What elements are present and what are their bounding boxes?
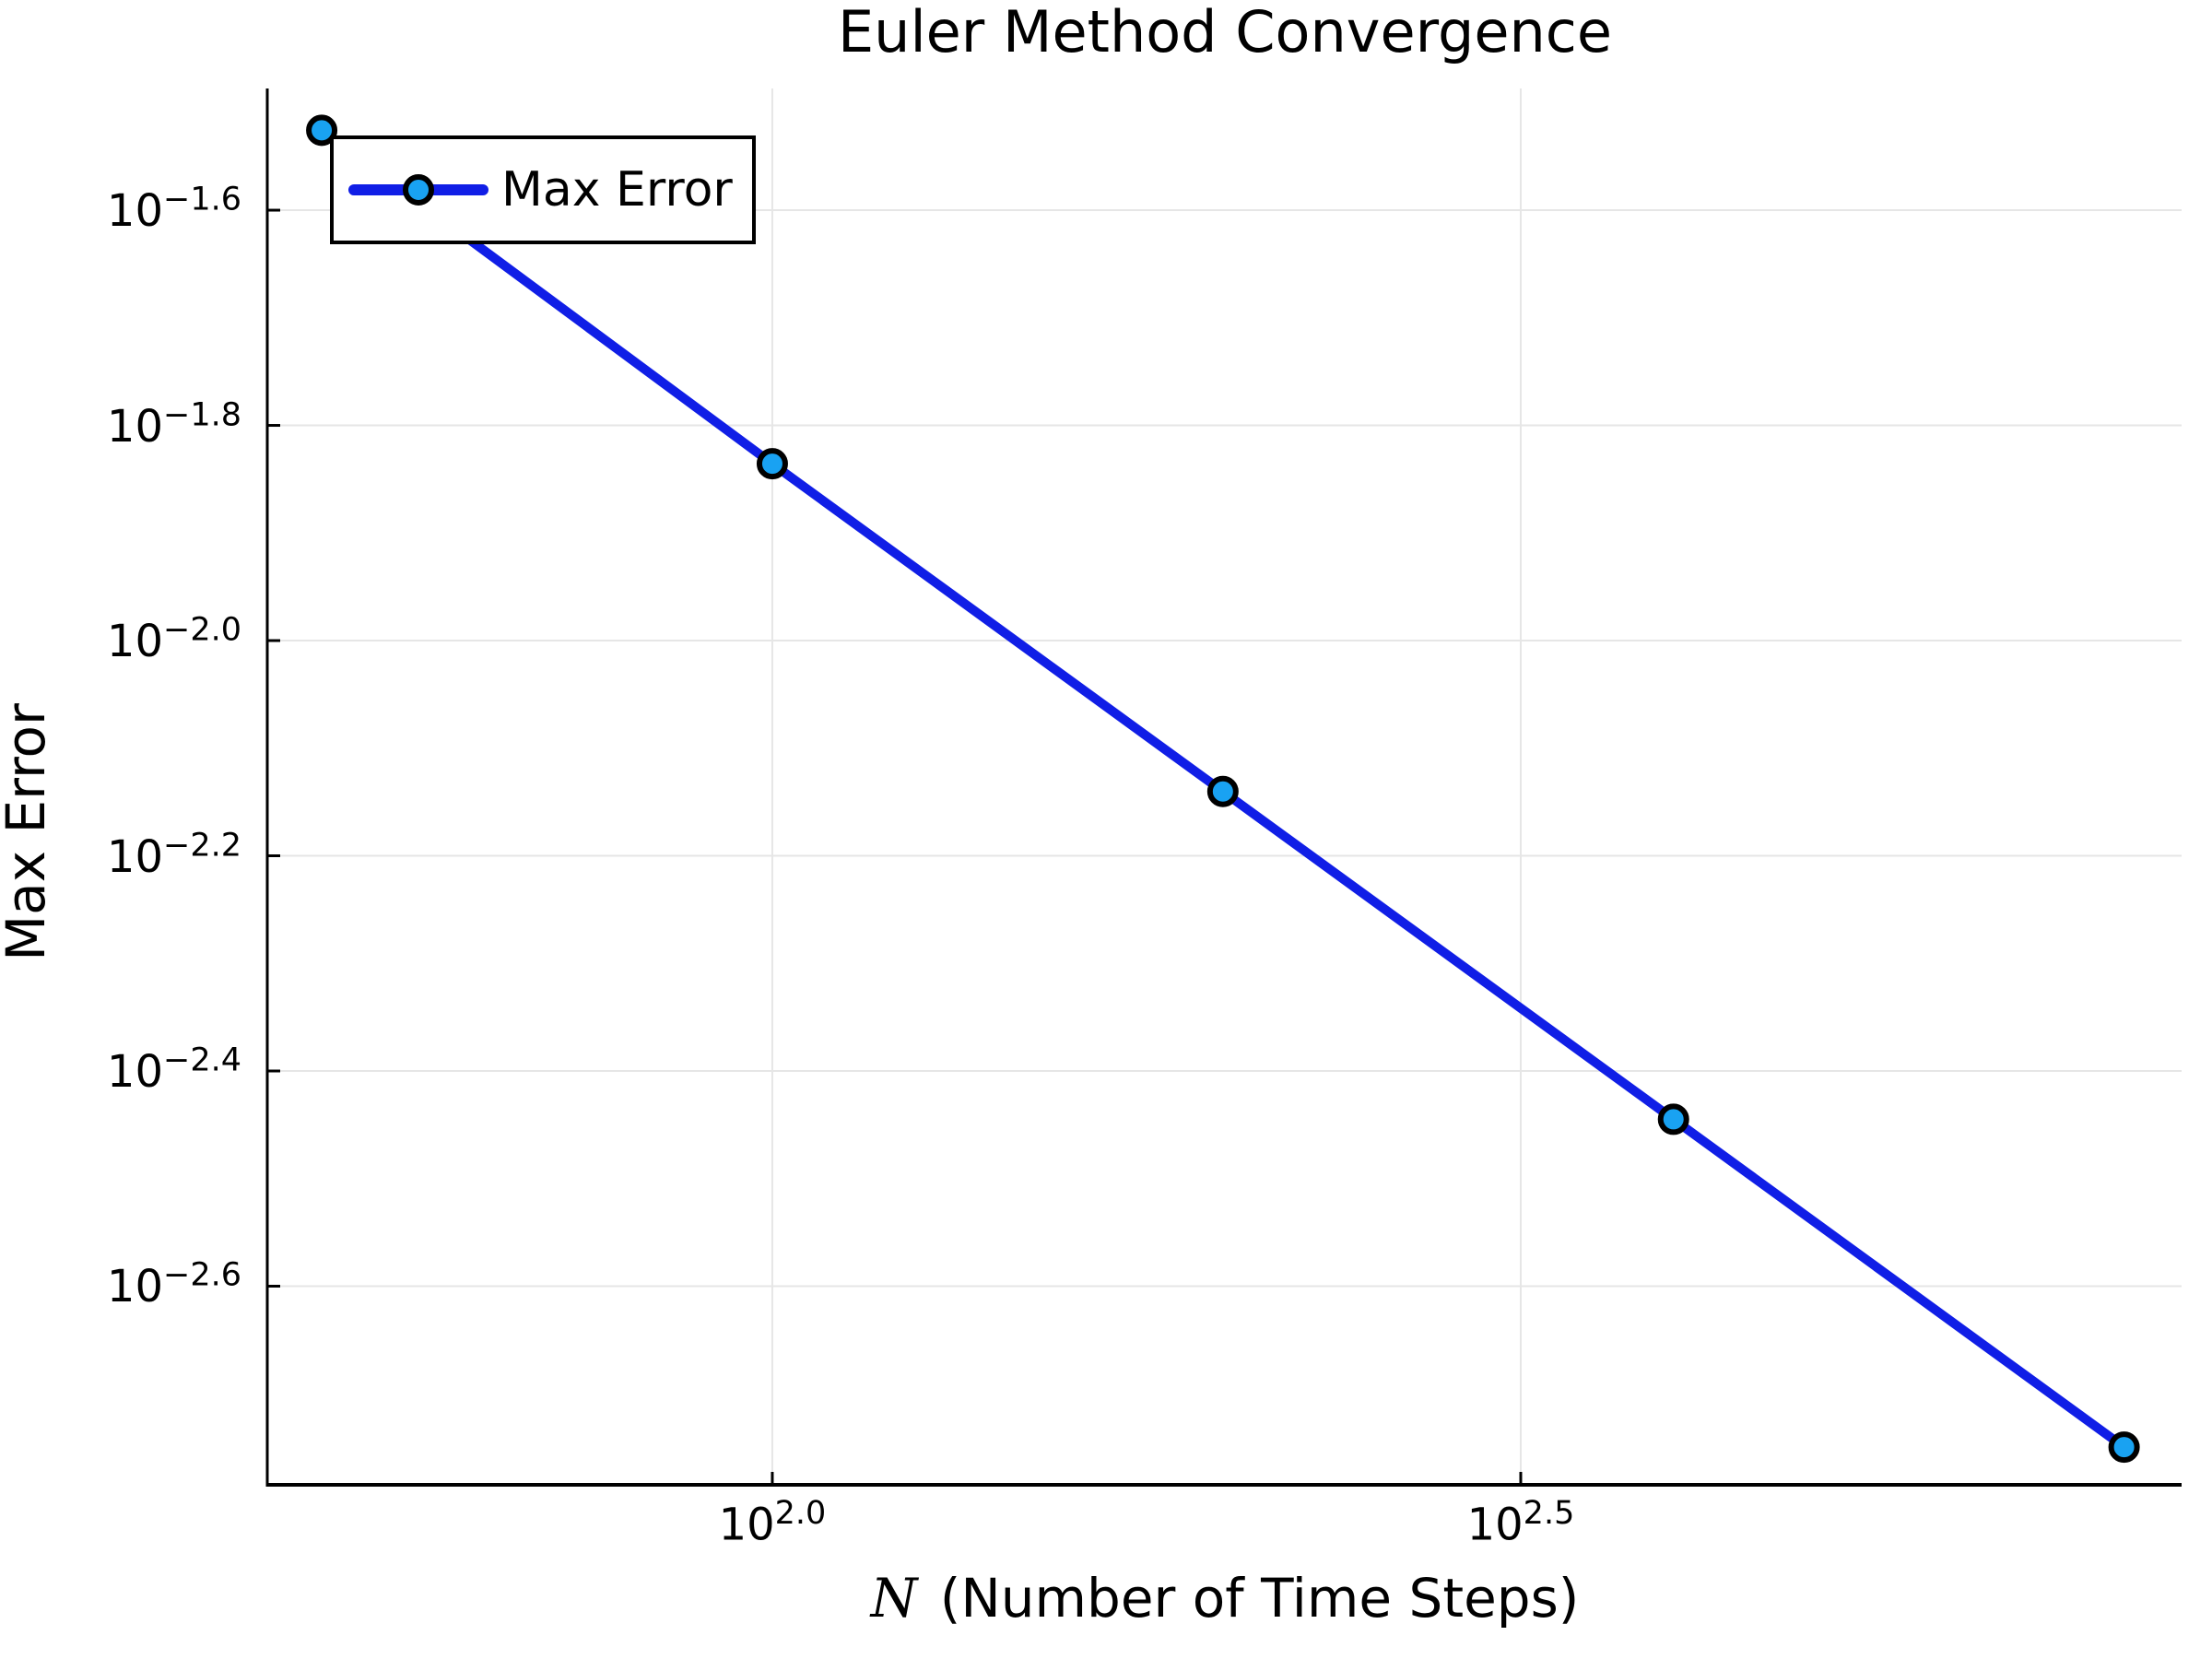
x-axis-label: N (Number of Time Steps) (267, 1567, 2183, 1630)
y-axis-label: Max Error (0, 703, 57, 961)
legend-marker-sample (403, 174, 434, 206)
legend: Max Error (330, 135, 756, 244)
x-axis-label-rest: (Number of Time Steps) (923, 1567, 1580, 1630)
chart-title: Euler Method Convergence (837, 0, 1613, 65)
data-point-N50 (306, 114, 338, 147)
x-axis-label-variable: N (870, 1567, 918, 1630)
legend-line-marker-icon (348, 174, 488, 206)
legend-label: Max Error (501, 162, 733, 218)
data-point-N200 (1206, 775, 1239, 807)
data-point-N800 (2108, 1431, 2140, 1464)
data-point-N400 (1657, 1103, 1689, 1135)
data-point-N100 (756, 448, 788, 480)
